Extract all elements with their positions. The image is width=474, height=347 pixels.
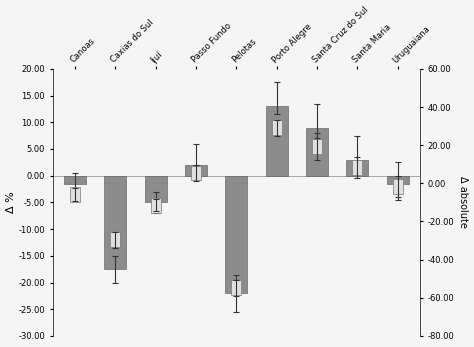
FancyBboxPatch shape <box>392 179 403 194</box>
FancyBboxPatch shape <box>151 197 161 213</box>
FancyBboxPatch shape <box>272 120 282 135</box>
Bar <box>225 176 247 293</box>
Y-axis label: Δ absolute: Δ absolute <box>458 177 468 228</box>
Bar <box>346 160 368 176</box>
Bar <box>185 165 207 176</box>
FancyBboxPatch shape <box>312 139 322 154</box>
FancyBboxPatch shape <box>191 166 201 180</box>
FancyBboxPatch shape <box>352 160 362 175</box>
Bar <box>306 128 328 176</box>
Bar <box>387 176 409 184</box>
FancyBboxPatch shape <box>70 187 80 202</box>
Y-axis label: Δ %: Δ % <box>6 192 16 213</box>
Bar <box>64 176 86 184</box>
Bar <box>145 176 167 202</box>
Bar <box>104 176 127 269</box>
FancyBboxPatch shape <box>231 280 241 295</box>
Bar <box>265 106 288 176</box>
FancyBboxPatch shape <box>110 232 120 247</box>
